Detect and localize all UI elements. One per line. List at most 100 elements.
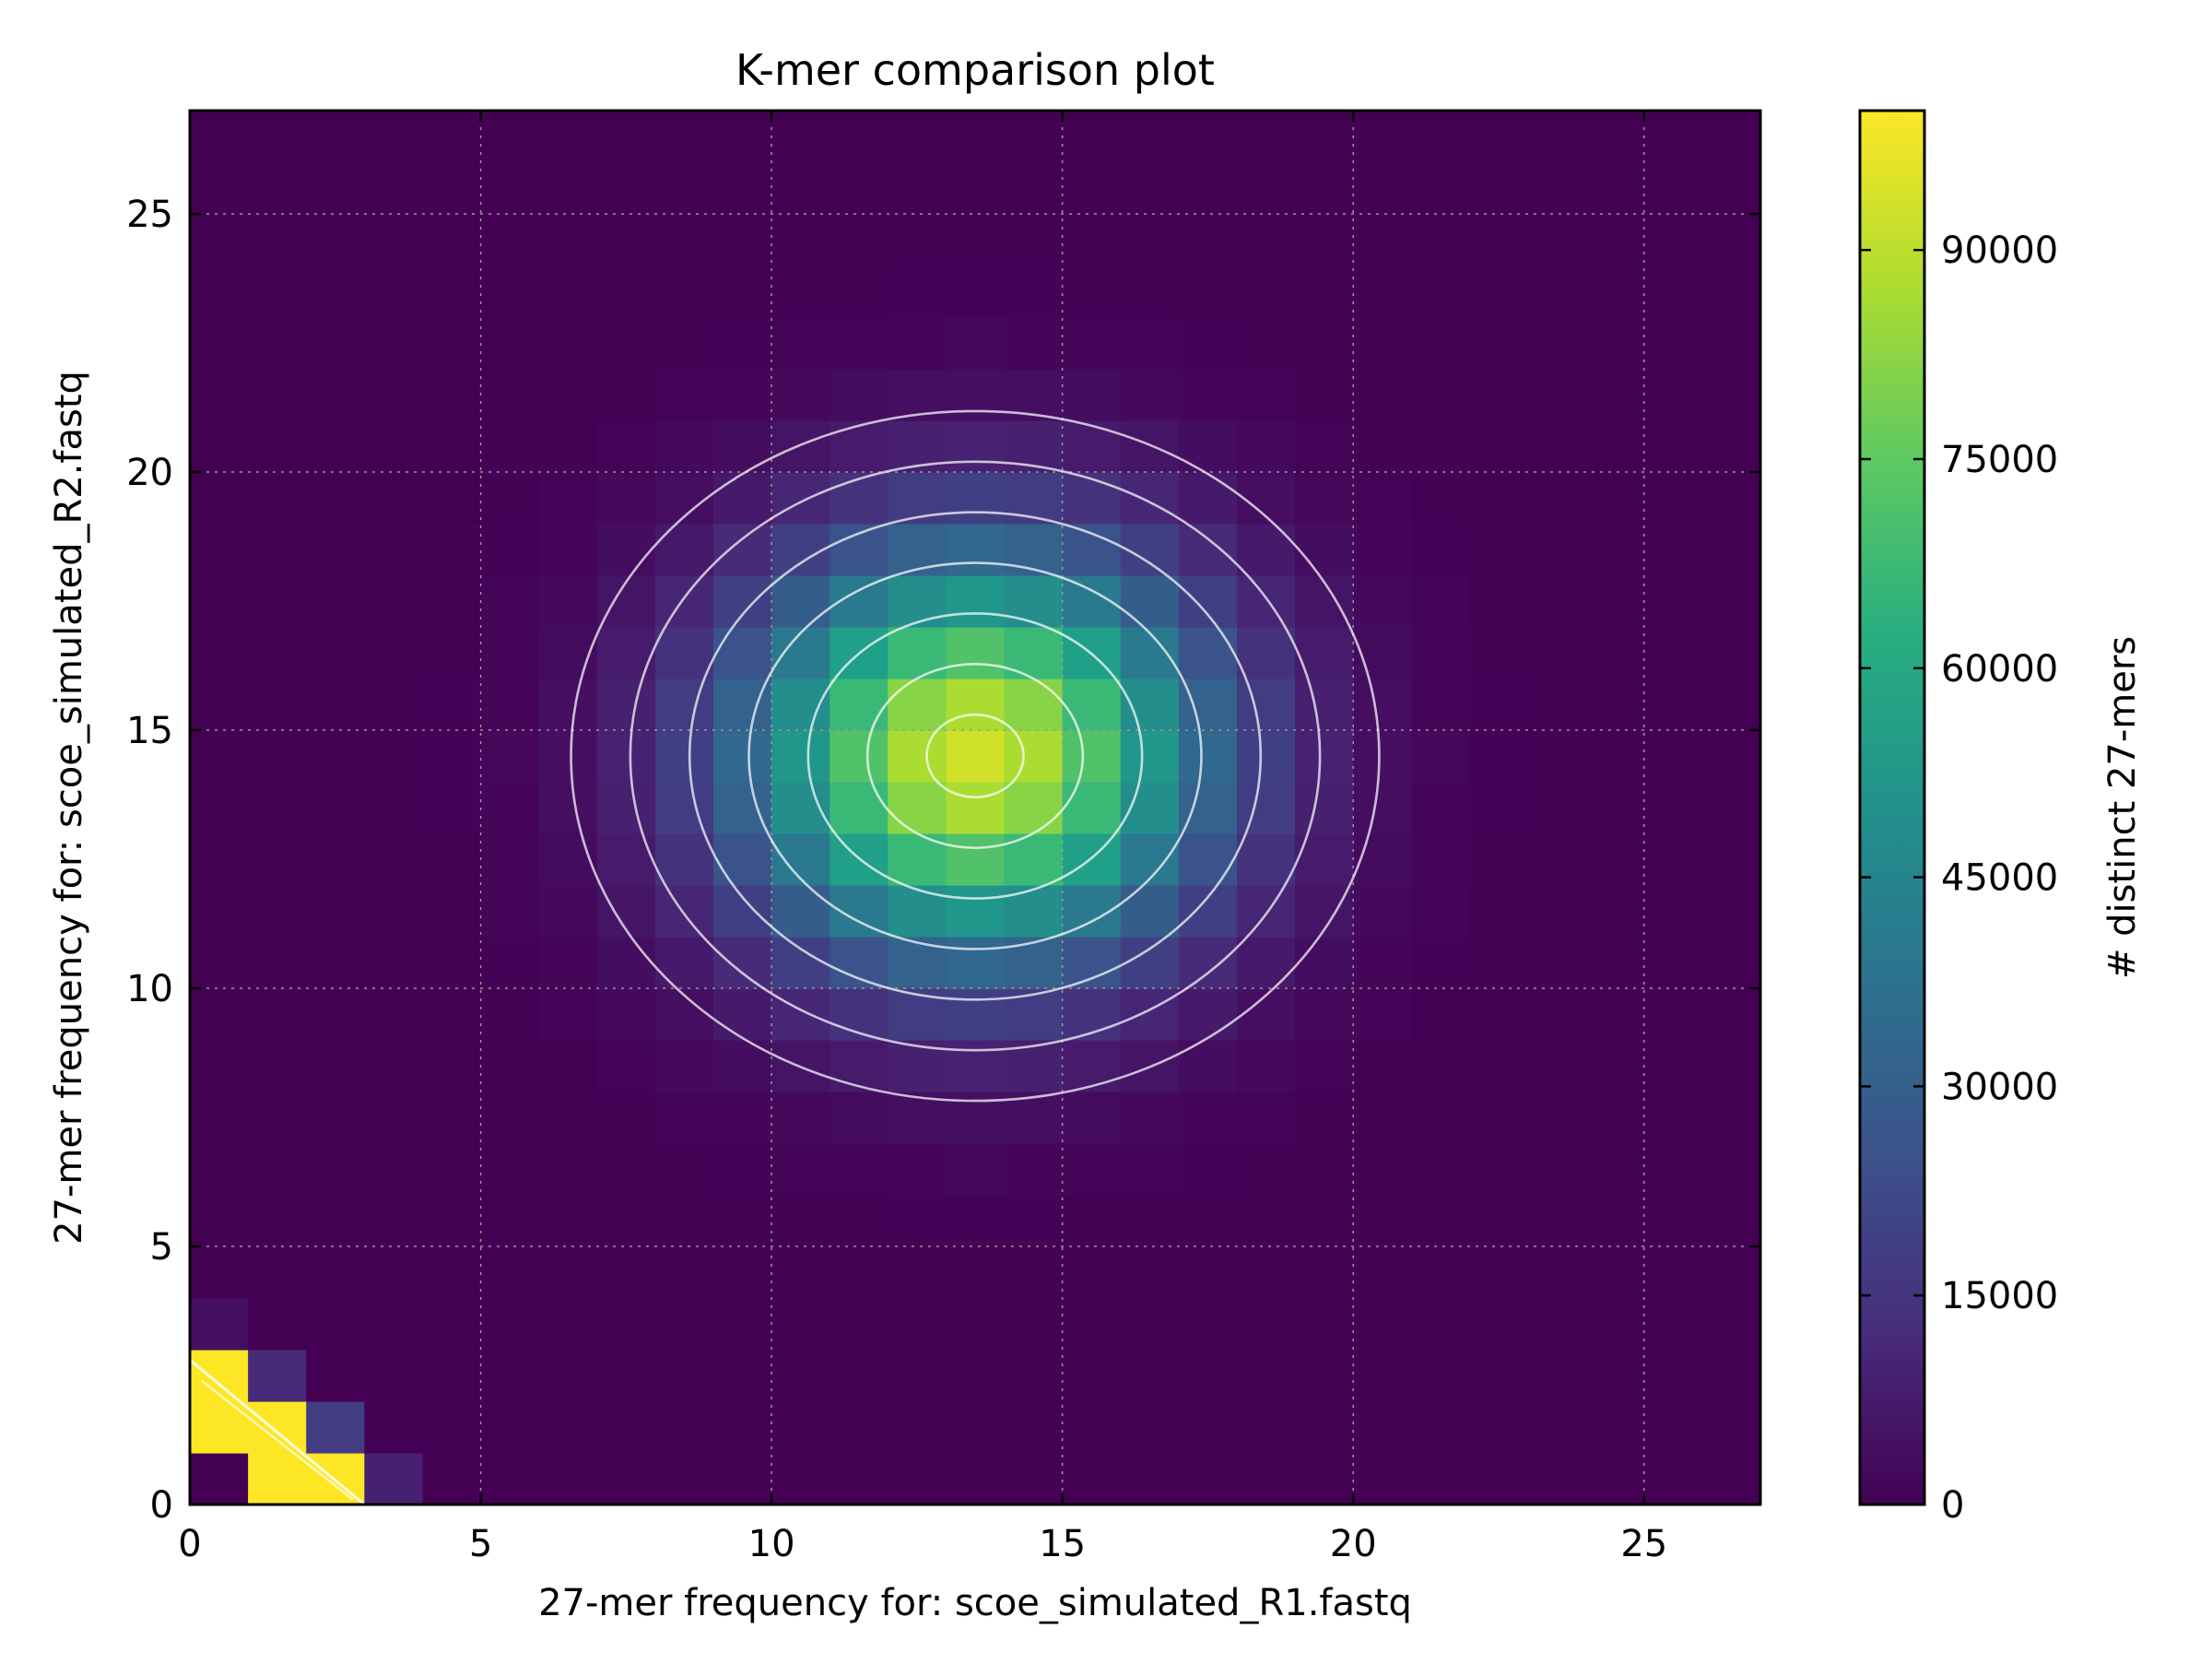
chart-title: K-mer comparison plot (735, 45, 1215, 95)
heatmap-cell (1527, 575, 1587, 628)
heatmap-cell (713, 472, 772, 525)
heatmap-cell (888, 937, 947, 989)
heatmap-cell (538, 266, 598, 318)
heatmap-cell (946, 1195, 1006, 1247)
heatmap-cell (713, 1453, 772, 1505)
heatmap-cell (1120, 575, 1180, 628)
heatmap-cell (654, 1092, 714, 1144)
heatmap-cell (422, 885, 482, 938)
heatmap-cell (1353, 1401, 1412, 1454)
heatmap-cell (1062, 472, 1122, 525)
heatmap-cell (248, 627, 307, 679)
heatmap-cell (1353, 1453, 1412, 1505)
heatmap-cell (1585, 1350, 1645, 1402)
heatmap-cell (1178, 575, 1238, 628)
heatmap-cell (1004, 1350, 1064, 1402)
heatmap-cell (1701, 988, 1761, 1041)
heatmap-cell (306, 420, 365, 473)
heatmap-cell (830, 1401, 888, 1454)
heatmap-cell (364, 988, 424, 1041)
heatmap-cell (1469, 1195, 1529, 1247)
heatmap-cell (1527, 420, 1587, 473)
heatmap-cell (1469, 111, 1529, 163)
heatmap-cell (946, 162, 1006, 215)
heatmap-cell (1004, 988, 1064, 1041)
heatmap-cell (771, 1246, 830, 1299)
heatmap-cell (306, 679, 365, 731)
heatmap-cell (480, 524, 540, 576)
heatmap-cell (713, 266, 772, 318)
heatmap-cell (1469, 730, 1529, 783)
heatmap-cell (538, 472, 598, 525)
heatmap-cell (713, 627, 772, 679)
colorbar-tick-label: 0 (1941, 1484, 1964, 1527)
heatmap-cell (248, 1092, 307, 1144)
heatmap-cell (946, 1401, 1006, 1454)
heatmap-cell (1643, 1092, 1703, 1144)
heatmap-cell (771, 420, 830, 473)
heatmap-cell (422, 472, 482, 525)
heatmap-cell (1643, 1246, 1703, 1299)
heatmap-cell (654, 730, 714, 783)
heatmap-cell (1295, 1195, 1354, 1247)
heatmap-cell (654, 266, 714, 318)
contour-line (570, 409, 1381, 1103)
heatmap-cell (596, 627, 656, 679)
heatmap-cell (1701, 1453, 1761, 1505)
heatmap-cell (654, 1350, 714, 1402)
heatmap-cell (538, 1453, 598, 1505)
heatmap-cell (1527, 162, 1587, 215)
heatmap-cell (1120, 988, 1180, 1041)
heatmap-cell (654, 162, 714, 215)
heatmap-cell (1585, 627, 1645, 679)
heatmap-cell (1701, 833, 1761, 886)
heatmap-cell (422, 214, 482, 266)
heatmap-cell (771, 627, 830, 679)
heatmap-cell (654, 575, 714, 628)
heatmap-cell (538, 730, 598, 783)
heatmap-cell (888, 524, 947, 576)
heatmap-cell (190, 575, 249, 628)
heatmap-cell (190, 111, 249, 163)
heatmap-cell (713, 214, 772, 266)
heatmap-cell (1701, 627, 1761, 679)
heatmap-cell (364, 214, 424, 266)
heatmap-cell (1469, 162, 1529, 215)
heatmap-cell (1062, 214, 1122, 266)
heatmap-cell (538, 1246, 598, 1299)
heatmap-cell (596, 472, 656, 525)
heatmap-cell (1701, 1401, 1761, 1454)
heatmap-cell (596, 369, 656, 421)
heatmap-cell (1062, 524, 1122, 576)
heatmap-cell (946, 575, 1006, 628)
heatmap-cell (1643, 575, 1703, 628)
x-tick-label: 5 (469, 1523, 492, 1565)
contour-line (865, 663, 1085, 849)
heatmap-cell (1411, 162, 1471, 215)
heatmap-cell (1178, 1401, 1238, 1454)
heatmap-cell (306, 214, 365, 266)
heatmap-cell (364, 1350, 424, 1402)
heatmap-cell (422, 1143, 482, 1196)
heatmap-cell (1353, 782, 1412, 834)
heatmap-cell (1178, 627, 1238, 679)
heatmap-cell (830, 730, 888, 783)
heatmap-cell (1585, 1298, 1645, 1351)
y-tick-label: 25 (126, 194, 173, 236)
heatmap-cell (830, 472, 888, 525)
heatmap-cell (248, 885, 307, 938)
heatmap-cell (771, 1350, 830, 1402)
heatmap-cell (888, 1350, 947, 1402)
heatmap-cell (946, 937, 1006, 989)
heatmap-cell (538, 1195, 598, 1247)
heatmap-cell (596, 266, 656, 318)
heatmap-cell (364, 317, 424, 370)
heatmap-cell (1527, 627, 1587, 679)
heatmap-cell (1178, 782, 1238, 834)
heatmap-cell (771, 1195, 830, 1247)
contour-line (688, 511, 1263, 1001)
heatmap-cell (190, 317, 249, 370)
heatmap-cell (1701, 1246, 1761, 1299)
heatmap-cell (888, 782, 947, 834)
